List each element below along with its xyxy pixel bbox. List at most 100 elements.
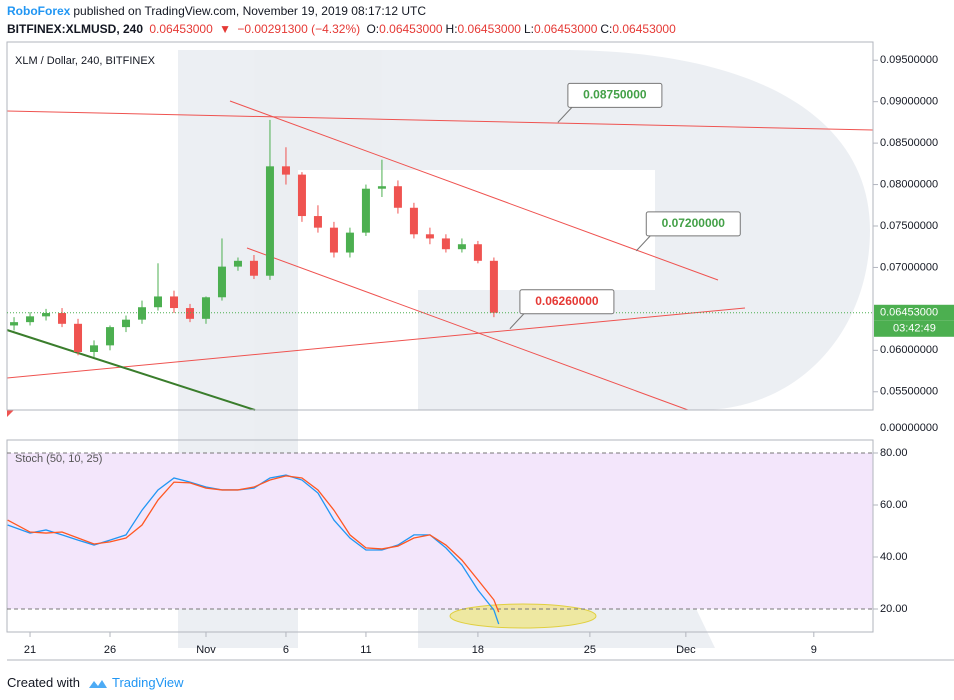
candle-body [138,307,147,320]
created-with: Created with [7,675,80,690]
candle-body [58,313,67,324]
candle-body [361,188,370,233]
trend-line [6,329,256,411]
candle-body [281,166,290,175]
y-tick-label: 0.09500000 [880,54,938,66]
ohlc: O:0.06453000 H:0.06453000 L:0.06453000 C:0.… [366,22,678,36]
candle-body [74,323,83,352]
candle-body [297,174,306,217]
candle-body [425,234,434,239]
drawings [6,100,874,629]
candle-body [233,260,242,267]
ohlc-value: 0.06453000 [457,22,521,36]
x-tick-label: 9 [811,644,817,656]
y-tick-label: 0.07000000 [880,261,938,273]
ohlc-value: 0.06453000 [533,22,598,36]
stoch-line [7,475,500,613]
highlight [449,603,597,629]
ohlc-key: H: [445,22,458,36]
ohlc-value: 0.06453000 [379,22,443,36]
pane-title: XLM / Dollar, 240, BITFINEX [15,55,156,67]
x-tick-label: 11 [360,644,371,656]
callout-pointer [557,107,573,123]
callout-label: 0.08750000 [583,88,647,102]
arrow: ▼ [219,22,232,36]
candle-body [313,216,322,228]
y-tick-label: 0.06000000 [880,344,938,356]
trend-line [6,110,874,131]
x-tick-label: 25 [584,644,596,656]
y-tick-label: 40.00 [880,551,908,563]
ohlc-key: O: [366,22,380,36]
candle-body [217,266,226,298]
candle-body [122,319,131,328]
candle-body [377,186,386,189]
y-tick-label: 60.00 [880,499,908,511]
x-tick-label: 18 [472,644,484,656]
ohlc-key: C: [600,22,613,36]
candle-body [489,260,498,313]
x-tick-label: Nov [196,644,216,656]
candle-body [153,296,162,308]
callout-pointer [509,313,525,330]
change: −0.00291300 (−4.32%) [237,22,361,36]
last-price: 0.06453000 [149,22,213,36]
stoch-title: Stoch (50, 10, 25) [15,453,102,465]
callout-label: 0.07200000 [662,216,726,230]
x-tick-label: Dec [676,644,696,656]
candle-body [345,232,354,253]
candle-body [90,345,99,352]
callout-box [519,289,615,315]
y-tick-label: 0.08500000 [880,137,938,149]
callout-pointer [635,235,651,252]
logo-shape [88,679,107,688]
candle-body [169,296,178,309]
published: published on TradingView.com, November 1… [73,4,427,18]
logo [88,679,107,688]
y-tick-label: 0.07500000 [880,220,938,232]
author[interactable]: RoboForex [7,4,71,18]
y-tick-label: 0.08000000 [880,178,938,190]
candle-body [265,166,274,276]
candle-body [409,207,418,235]
candle-body [329,227,338,253]
footer: Created with TradingView [7,675,184,691]
trend-line [6,307,746,379]
brand[interactable]: TradingView [112,675,184,690]
x-tick-label: 6 [283,644,289,656]
ohlc-value: 0.06453000 [612,22,676,36]
x-tick-label: 21 [24,644,36,656]
callout-label: 0.06260000 [535,294,599,308]
candle-body [106,327,115,346]
stoch-band [7,452,873,609]
candle-body [10,322,19,326]
ohlc-key: L: [523,22,534,36]
marker [7,410,14,417]
y-tick-label: 20.00 [880,603,908,615]
symbol-line: BITFINEX:XLMUSD, 240 0.06453000 ▼ −0.002… [7,22,682,36]
stoch-frame [6,439,874,633]
y-tick-label: 0.05500000 [880,386,938,398]
symbol: BITFINEX:XLMUSD, 240 [7,22,144,36]
last-price-box [874,304,954,321]
callout-box [567,82,663,108]
last-price-label: 0.06453000 [880,307,938,319]
countdown-box [874,320,954,337]
candle-body [185,308,194,319]
candle-body [457,244,466,250]
watermark-bowl [298,50,870,410]
chart: XLM / Dollar, 240, BITFINEX Stoch (50, 1… [6,41,954,661]
y-tick-label: 80.00 [880,447,908,459]
candle-body [393,186,402,208]
callout-box [645,211,741,237]
candle-body [201,297,210,319]
trend-line [246,247,689,411]
candle-body [26,316,35,323]
candle-body [42,313,51,317]
candle-body [473,244,482,261]
candle-body [441,238,450,250]
axis-footer-label: 0.00000000 [880,422,938,434]
candle-body [249,260,258,276]
x-tick-label: 26 [104,644,116,656]
